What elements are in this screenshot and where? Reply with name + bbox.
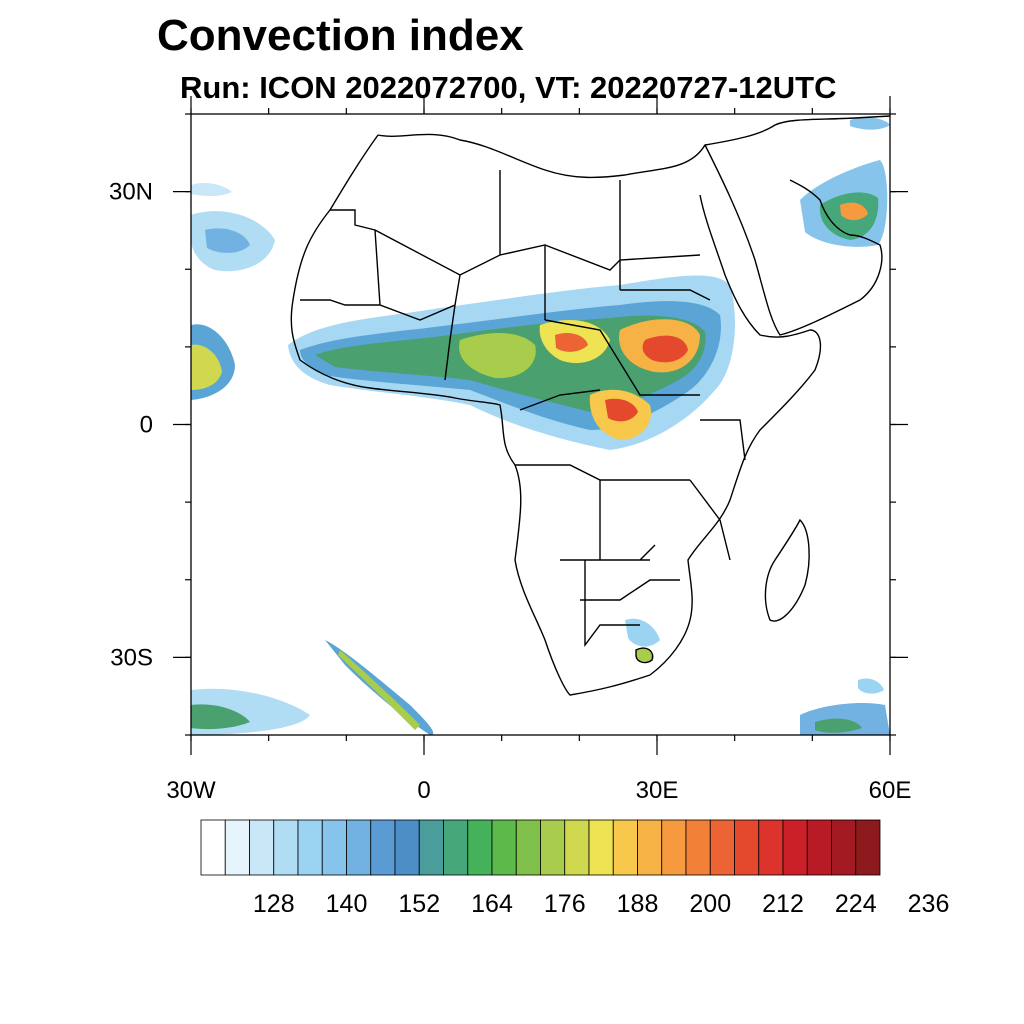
colorbar-swatch [443, 819, 469, 876]
colorbar-swatch [491, 819, 517, 876]
axis-tick-labels: 30N 0 30S 30W 0 30E 60E [109, 179, 911, 804]
colorbar-tick-label: 212 [762, 890, 804, 918]
lat-tick-label: 30S [110, 644, 153, 671]
colorbar-swatch [661, 819, 687, 876]
colorbar-swatch [806, 819, 832, 876]
colorbar-tick-label: 176 [544, 890, 586, 918]
colorbar-swatch [370, 819, 396, 876]
colorbar-swatch [418, 819, 444, 876]
africa-coastline [290, 134, 822, 696]
colorbar-tick-label: 224 [835, 890, 877, 918]
colorbar-swatch [709, 819, 735, 876]
colorbar-tick-label: 164 [471, 890, 513, 918]
colorbar-swatch [564, 819, 590, 876]
axis-ticks [173, 96, 908, 755]
lesotho-border [635, 647, 654, 664]
colorbar-tick-label: 200 [689, 890, 731, 918]
arabia-coastline [704, 144, 883, 336]
colorbar-swatch [200, 819, 226, 876]
colorbar-swatch [321, 819, 347, 876]
lat-tick-label: 0 [140, 412, 153, 439]
colorbar-swatch [467, 819, 493, 876]
colorbar-swatch [224, 819, 250, 876]
lat-tick-label: 30N [109, 179, 153, 206]
colorbar-swatch [831, 819, 857, 876]
coastlines [290, 115, 890, 696]
country-borders [300, 170, 746, 648]
colorbar-swatch [394, 819, 420, 876]
colorbar-swatch [515, 819, 541, 876]
chart-title: Convection index [157, 11, 524, 60]
colorbar-tick-label: 140 [326, 890, 368, 918]
colorbar-swatch [346, 819, 372, 876]
colorbar-swatch [249, 819, 275, 876]
colorbar-tick-label: 188 [617, 890, 659, 918]
colorbar-swatch [540, 819, 566, 876]
colorbar [200, 819, 881, 876]
colorbar-tick-label: 236 [908, 890, 950, 918]
colorbar-swatch [273, 819, 299, 876]
madagascar-coastline [764, 518, 810, 622]
colorbar-swatch [734, 819, 760, 876]
colorbar-labels: 128 140 152 164 176 188 200 212 224 236 [253, 890, 949, 918]
convection-field [191, 117, 890, 735]
lon-tick-label: 30E [636, 777, 679, 804]
colorbar-swatch [758, 819, 784, 876]
lon-tick-label: 60E [869, 777, 912, 804]
lon-tick-label: 30W [166, 777, 216, 804]
colorbar-swatch [782, 819, 808, 876]
colorbar-swatch [612, 819, 638, 876]
colorbar-swatch [297, 819, 323, 876]
colorbar-tick-label: 152 [398, 890, 440, 918]
north-coastline [377, 115, 890, 179]
colorbar-swatch [855, 819, 881, 876]
lon-tick-label: 0 [417, 777, 430, 804]
colorbar-swatch [637, 819, 663, 876]
chart-subtitle: Run: ICON 2022072700, VT: 20220727-12UTC [180, 70, 837, 105]
colorbar-tick-label: 128 [253, 890, 295, 918]
colorbar-swatch [588, 819, 614, 876]
colorbar-swatch [685, 819, 711, 876]
